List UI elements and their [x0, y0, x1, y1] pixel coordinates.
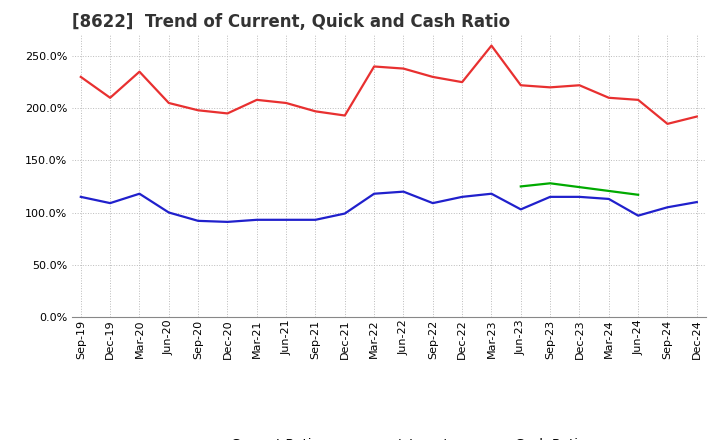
Quick Ratio: [634, 192, 642, 198]
Current Ratio: [164, 100, 173, 106]
Cash Ratio: [575, 194, 584, 199]
Current Ratio: [253, 97, 261, 103]
Current Ratio: [135, 69, 144, 74]
Cash Ratio: [516, 207, 525, 212]
Cash Ratio: [282, 217, 290, 223]
Line: Current Ratio: Current Ratio: [81, 46, 697, 124]
Current Ratio: [194, 108, 202, 113]
Cash Ratio: [253, 217, 261, 223]
Cash Ratio: [605, 196, 613, 202]
Quick Ratio: [546, 181, 554, 186]
Cash Ratio: [164, 210, 173, 215]
Cash Ratio: [663, 205, 672, 210]
Current Ratio: [634, 97, 642, 103]
Line: Quick Ratio: Quick Ratio: [521, 183, 638, 195]
Cash Ratio: [546, 194, 554, 199]
Cash Ratio: [458, 194, 467, 199]
Current Ratio: [76, 74, 85, 80]
Legend: Current Ratio, Quick Ratio, Cash Ratio: Current Ratio, Quick Ratio, Cash Ratio: [186, 433, 591, 440]
Cash Ratio: [194, 218, 202, 224]
Quick Ratio: [516, 184, 525, 189]
Current Ratio: [458, 80, 467, 85]
Current Ratio: [546, 85, 554, 90]
Cash Ratio: [76, 194, 85, 199]
Current Ratio: [428, 74, 437, 80]
Cash Ratio: [223, 219, 232, 224]
Cash Ratio: [693, 199, 701, 205]
Current Ratio: [663, 121, 672, 126]
Current Ratio: [311, 109, 320, 114]
Cash Ratio: [106, 201, 114, 206]
Cash Ratio: [399, 189, 408, 194]
Current Ratio: [106, 95, 114, 100]
Cash Ratio: [341, 211, 349, 216]
Current Ratio: [487, 43, 496, 48]
Current Ratio: [693, 114, 701, 119]
Cash Ratio: [135, 191, 144, 196]
Current Ratio: [575, 83, 584, 88]
Current Ratio: [282, 100, 290, 106]
Current Ratio: [341, 113, 349, 118]
Current Ratio: [605, 95, 613, 100]
Cash Ratio: [487, 191, 496, 196]
Text: [8622]  Trend of Current, Quick and Cash Ratio: [8622] Trend of Current, Quick and Cash …: [72, 13, 510, 31]
Cash Ratio: [634, 213, 642, 218]
Current Ratio: [223, 111, 232, 116]
Cash Ratio: [311, 217, 320, 223]
Current Ratio: [516, 83, 525, 88]
Cash Ratio: [370, 191, 379, 196]
Cash Ratio: [428, 201, 437, 206]
Current Ratio: [370, 64, 379, 69]
Current Ratio: [399, 66, 408, 71]
Line: Cash Ratio: Cash Ratio: [81, 192, 697, 222]
